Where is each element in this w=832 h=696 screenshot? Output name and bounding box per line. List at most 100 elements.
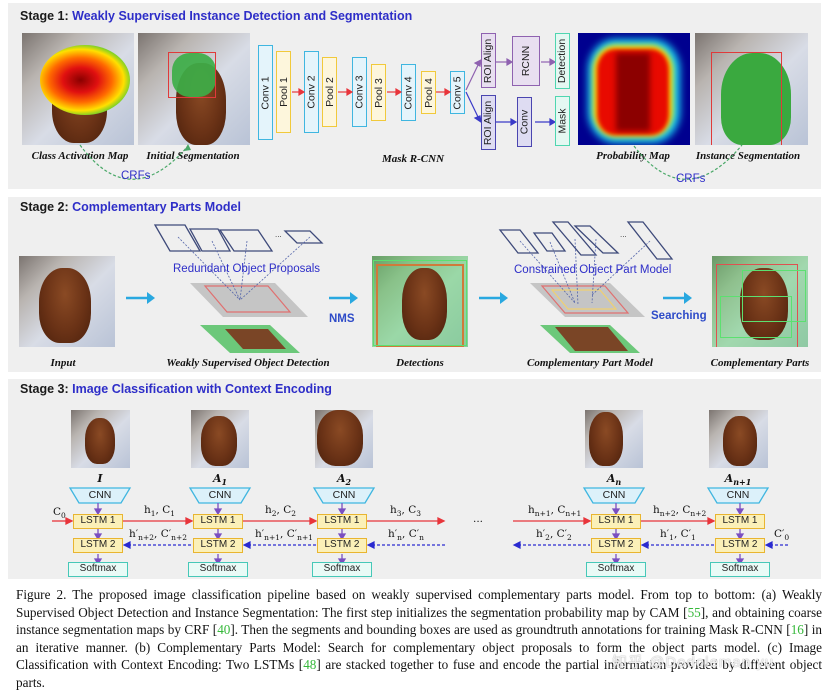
image-I (71, 410, 130, 468)
probability-map-image (578, 33, 690, 145)
redundant-proposals-diagram: ... (153, 224, 324, 353)
constrained-object-part-model-label: Constrained Object Part Model (514, 264, 672, 276)
label-c0: C0 (53, 506, 66, 521)
redundant-object-proposals-label: Redundant Object Proposals (173, 263, 321, 275)
constrained-part-model-diagram: ... (498, 221, 674, 353)
detections-image (372, 256, 468, 347)
rcnn-block: RCNN (512, 36, 540, 86)
detection-block: Detection (555, 33, 570, 89)
softmax-block-4: Softmax (586, 562, 646, 577)
lstm1-block-2: LSTM 1 (193, 514, 243, 529)
instance-segmentation-image (695, 33, 808, 145)
pool3-block: Pool 3 (371, 64, 386, 121)
stage3-connectors (52, 487, 790, 566)
lstm2-block-2: LSTM 2 (193, 538, 243, 553)
conv-head-block: Conv (517, 97, 532, 147)
label-An: An (606, 472, 622, 488)
pool1-block: Pool 1 (276, 51, 291, 133)
image-An (585, 410, 643, 468)
roi-align-top-block: ROI Align (481, 33, 496, 88)
stage3-title: Stage 3: Image Classification with Conte… (20, 382, 332, 396)
cnn-block-1: CNN (88, 489, 112, 501)
label-A1: A1 (212, 472, 228, 488)
ref-16[interactable]: 16 (790, 622, 804, 638)
svg-text:...: ... (275, 230, 282, 239)
mask-block: Mask (555, 96, 570, 146)
softmax-block-3: Softmax (312, 562, 372, 577)
softmax-block-2: Softmax (188, 562, 248, 577)
caption-instance-segmentation: Instance Segmentation (695, 150, 801, 162)
conv4-block: Conv 4 (401, 64, 416, 121)
label-h3-c3: h3, C3 (390, 504, 422, 519)
roi-align-bottom-block: ROI Align (481, 95, 496, 150)
arrow-right-searching (663, 292, 692, 304)
searching-label: Searching (651, 310, 707, 322)
conv5-block: Conv 5 (450, 71, 465, 114)
stage2-title-prefix: Stage 2: (20, 200, 69, 214)
label-h1-c1: h1, C1 (144, 504, 176, 519)
caption-complementary-parts: Complementary Parts (710, 357, 810, 369)
stage1-title-prefix: Stage 1: (20, 9, 69, 23)
softmax-block-1: Softmax (68, 562, 128, 577)
ref-48[interactable]: 48 (303, 657, 317, 673)
label-I: I (97, 472, 103, 485)
stage1-title: Stage 1: Weakly Supervised Instance Dete… (20, 9, 412, 23)
ref-55[interactable]: 55 (687, 604, 701, 620)
lstm1-block-1: LSTM 1 (73, 514, 123, 529)
caption-initial-segmentation: Initial Segmentation (146, 150, 240, 162)
cnn-block-3: CNN (332, 489, 356, 501)
label-hn1-cn1: hn+1, Cn+1 (528, 504, 582, 519)
watermark: 知乎 @Dodoleman yu (612, 654, 775, 671)
caption-input: Input (50, 357, 76, 369)
input-image (19, 256, 115, 347)
label-hpn-cpn: h′n, C′n (388, 528, 424, 543)
nms-label: NMS (329, 313, 355, 325)
svg-text:...: ... (620, 230, 627, 239)
label-hn2-cn2: hn+2, Cn+2 (653, 504, 707, 519)
arrow-right-2 (479, 292, 508, 304)
ref-40[interactable]: 40 (217, 622, 231, 638)
cnn-block-4: CNN (602, 489, 626, 501)
caption-class-activation-map: Class Activation Map (31, 150, 129, 162)
label-An1: An+1 (724, 472, 752, 488)
stage3-panel: Stage 3: Image Classification with Conte… (8, 379, 821, 579)
caption-wsod: Weakly Supervised Object Detection (166, 357, 330, 369)
pool4-block: Pool 4 (421, 71, 436, 114)
image-A1 (191, 410, 249, 468)
image-An1 (709, 410, 768, 468)
caption-probability-map: Probability Map (596, 150, 670, 162)
stage3-title-text: Image Classification with Context Encodi… (72, 382, 332, 396)
label-hp1-cp1: h′1, C′1 (660, 528, 696, 543)
crfs-label-right: CRFs (676, 173, 706, 185)
crf-arc-left (79, 144, 191, 180)
label-h2-c2: h2, C2 (265, 504, 297, 519)
cnn-block-2: CNN (208, 489, 232, 501)
lstm2-block-4: LSTM 2 (591, 538, 641, 553)
stage3-title-prefix: Stage 3: (20, 382, 69, 396)
softmax-block-5: Softmax (710, 562, 770, 577)
label-hpn2-cpn2: h′n+2, C′n+2 (129, 528, 188, 543)
label-cp0: C′0 (774, 528, 790, 543)
complementary-parts-image (712, 256, 808, 347)
initial-segmentation-image (138, 33, 250, 145)
ellipsis-stage3: ... (473, 513, 484, 525)
lstm2-block-1: LSTM 2 (73, 538, 123, 553)
label-hpn1-cpn1: h′n+1, C′n+1 (255, 528, 314, 543)
label-hp2-cp2: h′2, C′2 (536, 528, 572, 543)
stage2-title-text: Complementary Parts Model (72, 200, 241, 214)
lstm2-block-3: LSTM 2 (317, 538, 367, 553)
lstm1-block-4: LSTM 1 (591, 514, 641, 529)
arrow-right-nms (329, 292, 358, 304)
caption-mask-rcnn: Mask R-CNN (381, 153, 445, 165)
pool2-block: Pool 2 (322, 57, 337, 127)
stage2-title: Stage 2: Complementary Parts Model (20, 200, 241, 214)
crfs-label-left: CRFs (121, 170, 151, 182)
lstm1-block-3: LSTM 1 (317, 514, 367, 529)
lstm1-block-5: LSTM 1 (715, 514, 765, 529)
image-A2 (315, 410, 373, 468)
lstm2-block-5: LSTM 2 (715, 538, 765, 553)
crf-arc-right (633, 144, 743, 180)
figure-caption: Figure 2. The proposed image classificat… (16, 587, 822, 690)
caption-complementary-part-model: Complementary Part Model (527, 357, 653, 369)
label-A2: A2 (336, 472, 352, 488)
